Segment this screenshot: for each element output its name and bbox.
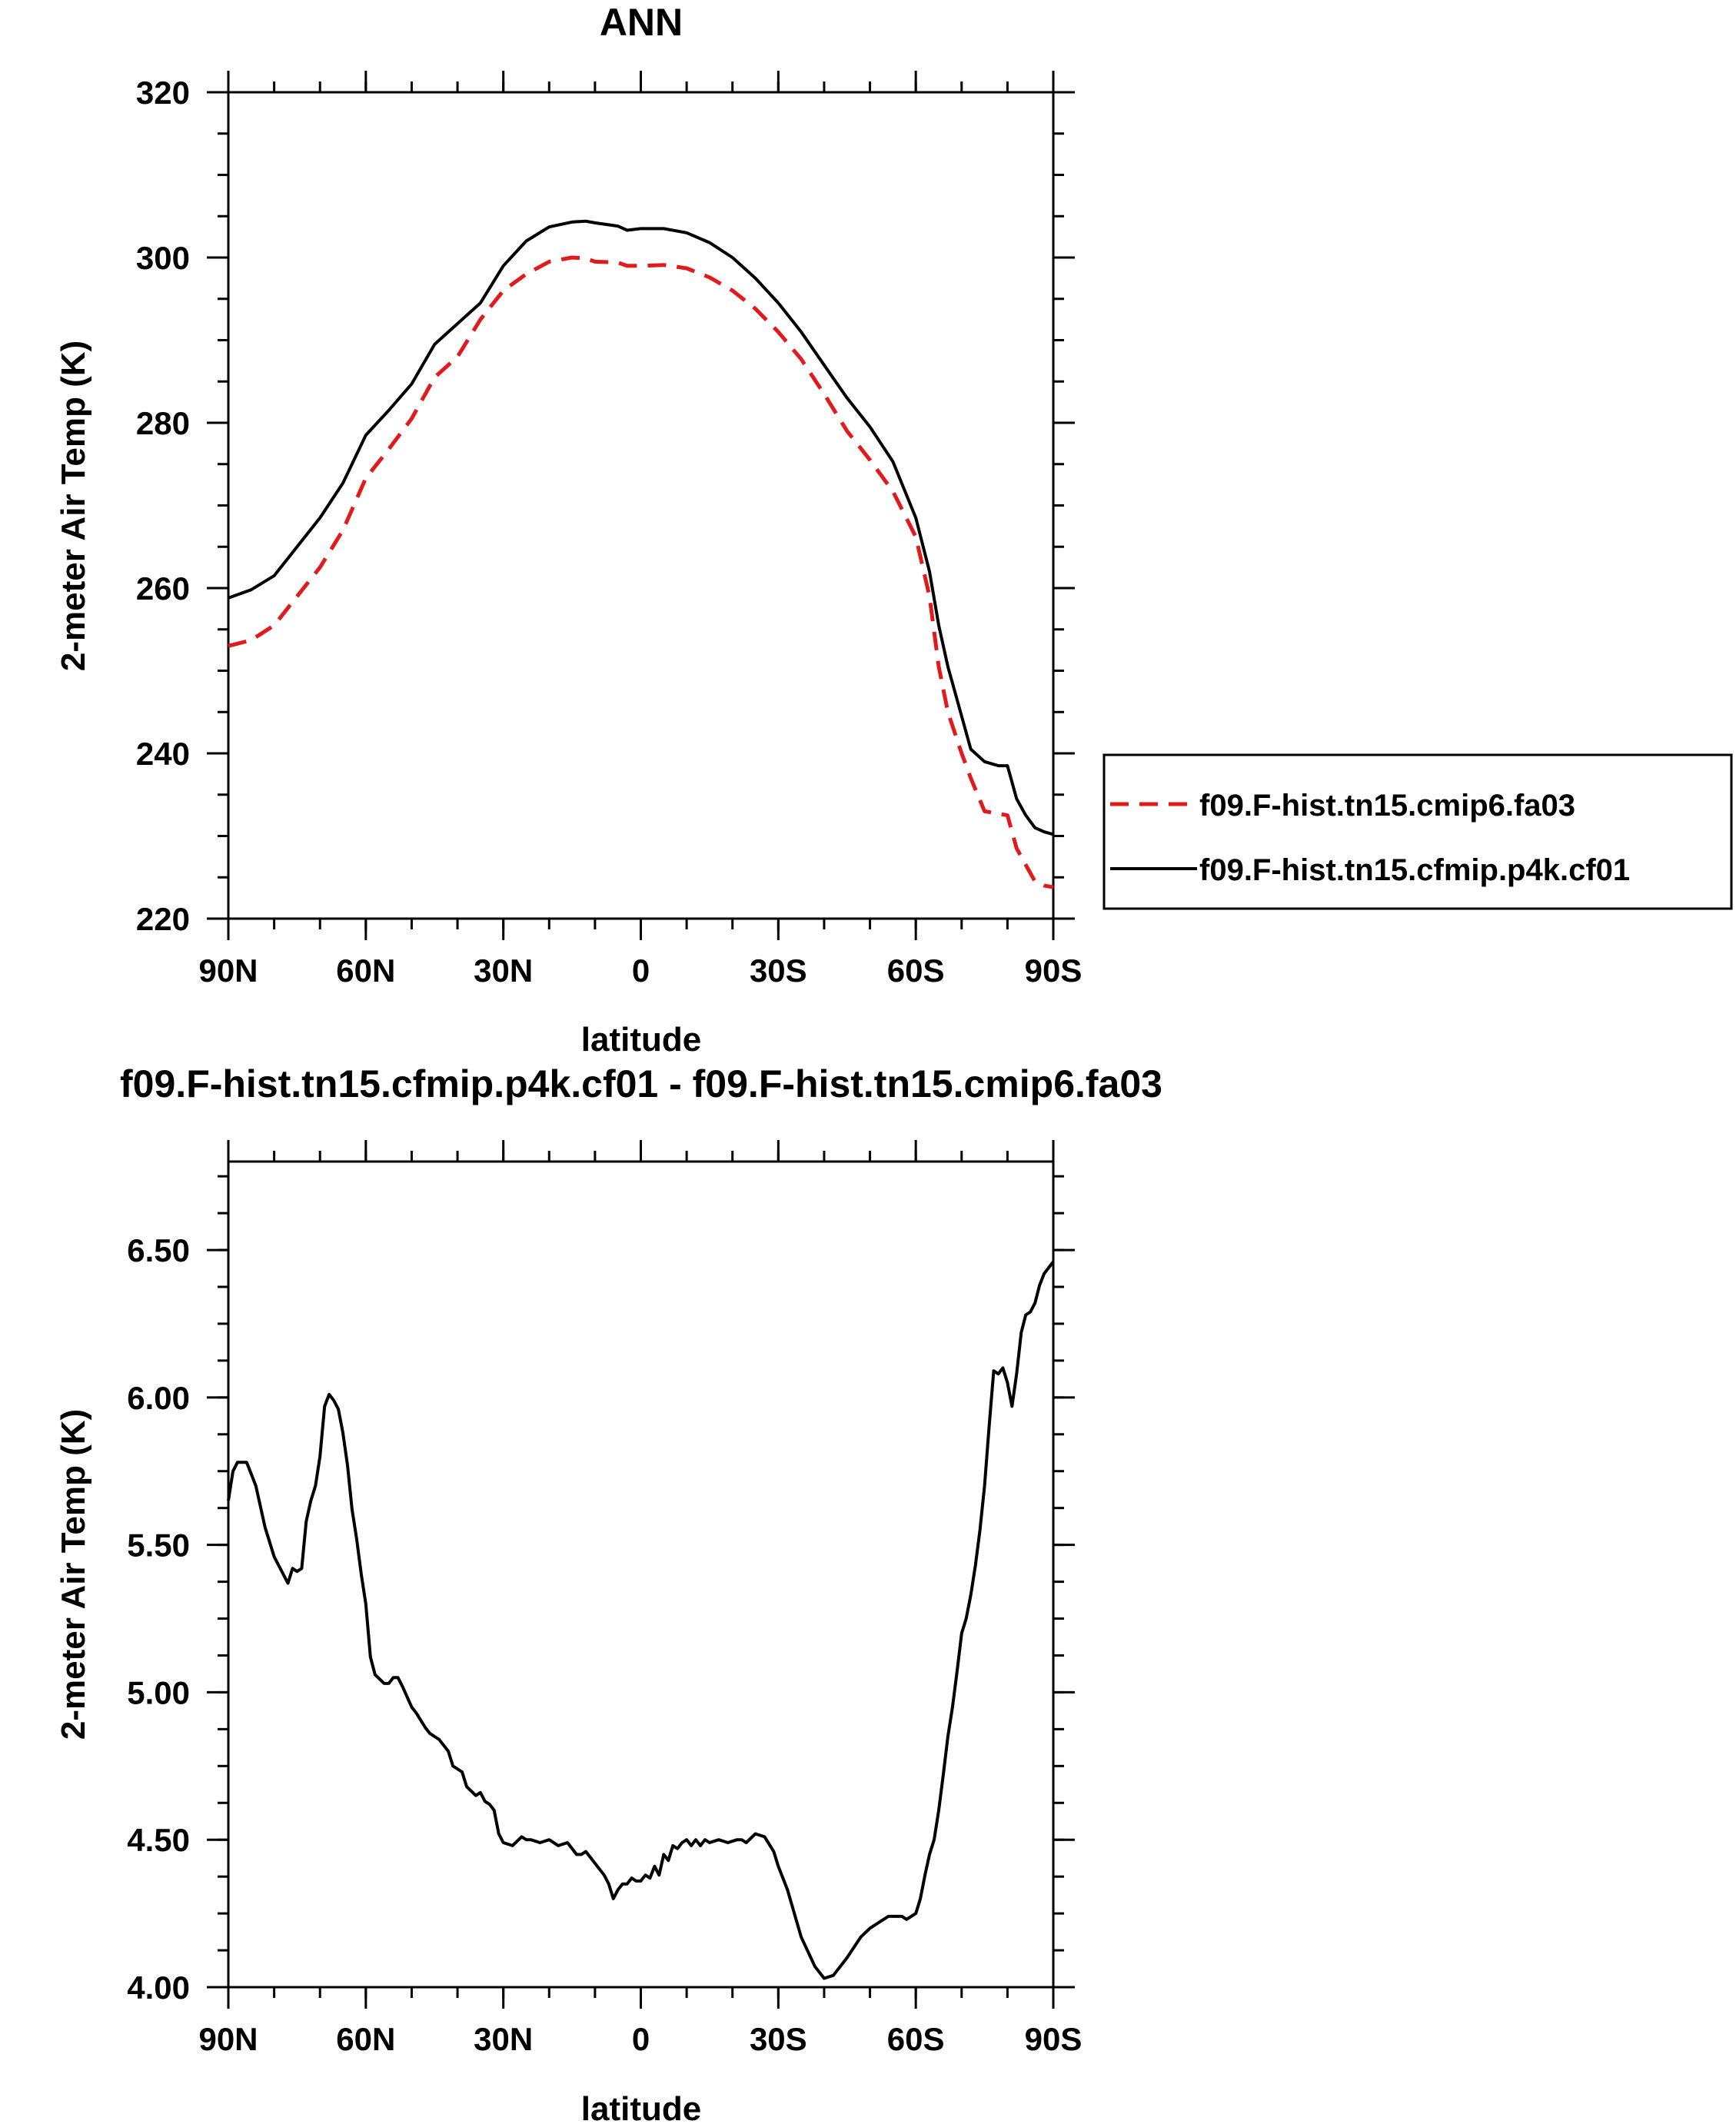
y-tick-label: 6.50: [127, 1232, 190, 1268]
x-axis-label: latitude: [581, 1021, 701, 1059]
series-line-dashed-red: [228, 255, 1054, 889]
x-tick-labels: 90N 60N 30N 0 30S 60S 90S: [198, 952, 1082, 989]
y-axis-label: 2-meter Air Temp (K): [55, 341, 92, 671]
x-tick-label: 60N: [336, 952, 395, 989]
x-axis-label: latitude: [581, 2090, 701, 2124]
y-tick-label: 240: [136, 736, 190, 772]
plot-frame: [227, 1160, 1055, 1989]
series-lines: [228, 219, 1054, 889]
legend: f09.F-hist.tn15.cmip6.fa03 f09.F-hist.tn…: [1102, 753, 1733, 910]
y-tick-labels: 220 240 260 280 300 320: [136, 75, 190, 937]
x-tick-label: 90S: [1025, 2021, 1083, 2057]
y-tick-labels: 4.00 4.50 5.00 5.50 6.00 6.50: [127, 1232, 190, 2006]
y-tick-label: 4.50: [127, 1822, 190, 1858]
x-tick-label: 30N: [474, 2021, 533, 2057]
tick-marks: [207, 71, 1075, 940]
x-tick-label: 0: [632, 2021, 650, 2057]
bottom-panel: f09.F-hist.tn15.cfmip.p4k.cf01 - f09.F-h…: [55, 1062, 1162, 2124]
chart-title: f09.F-hist.tn15.cfmip.p4k.cf01 - f09.F-h…: [120, 1062, 1162, 1105]
y-tick-label: 260: [136, 570, 190, 607]
y-axis-label: 2-meter Air Temp (K): [55, 1409, 92, 1740]
series-lines: [227, 1261, 1055, 1980]
y-tick-label: 300: [136, 240, 190, 276]
tick-marks: [207, 1140, 1075, 2009]
legend-entry-1: f09.F-hist.tn15.cmip6.fa03: [1199, 789, 1575, 823]
x-tick-label: 90N: [198, 2021, 258, 2057]
x-tick-label: 30N: [474, 952, 533, 989]
y-tick-label: 280: [136, 405, 190, 441]
x-tick-label: 60S: [887, 2021, 945, 2057]
legend-box: [1102, 753, 1733, 910]
x-tick-label: 30S: [750, 952, 807, 989]
y-tick-label: 4.00: [127, 1969, 190, 2006]
x-tick-label: 0: [632, 952, 650, 989]
chart-title: ANN: [600, 1, 683, 44]
plot-frame: [227, 91, 1055, 920]
y-tick-label: 5.00: [127, 1674, 190, 1710]
x-tick-label: 30S: [750, 2021, 807, 2057]
y-tick-label: 220: [136, 901, 190, 937]
series-line-solid-black: [227, 1261, 1055, 1980]
legend-entry-2: f09.F-hist.tn15.cfmip.p4k.cf01: [1199, 853, 1630, 887]
x-tick-label: 90S: [1025, 952, 1083, 989]
y-tick-label: 320: [136, 75, 190, 111]
x-tick-labels: 90N 60N 30N 0 30S 60S 90S: [198, 2021, 1082, 2057]
y-tick-label: 6.00: [127, 1380, 190, 1416]
x-tick-label: 60N: [336, 2021, 395, 2057]
y-tick-label: 5.50: [127, 1527, 190, 1564]
x-tick-label: 60S: [887, 952, 945, 989]
series-line-solid-black: [228, 219, 1054, 836]
x-tick-label: 90N: [198, 952, 258, 989]
